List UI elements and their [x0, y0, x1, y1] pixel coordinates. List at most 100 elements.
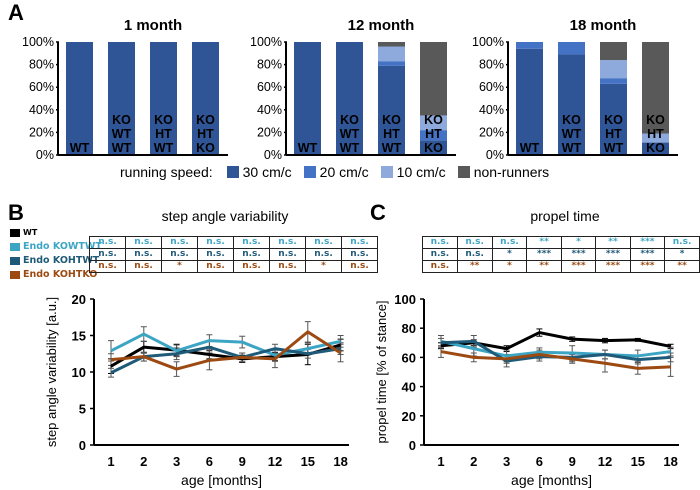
y-tick-label: 0%	[36, 148, 54, 162]
significance-cell: n.s.	[233, 236, 270, 249]
significance-cell: n.s.	[305, 236, 342, 249]
legend-label: running speed:	[120, 164, 213, 180]
y-tick-label: 100%	[250, 35, 282, 49]
y-tick-label: 40	[402, 380, 416, 395]
x-tick-label: 9	[239, 454, 246, 469]
group-key-label: Endo KOHTWT	[23, 255, 100, 266]
series-line-WT	[110, 343, 342, 368]
bar-segment-speed30	[108, 42, 135, 155]
bar-segment-speed10	[378, 46, 405, 62]
x-tick-label: 3	[173, 454, 180, 469]
bar-category-label: HT	[155, 127, 172, 141]
significance-table-b: n.s. n.s. n.s. n.s. n.s. n.s. n.s. n.s. n.s. n.s.…	[89, 236, 378, 273]
y-tick-label: 100%	[472, 35, 504, 49]
bar-category-label: KO	[646, 113, 665, 127]
x-axis-label: age [months]	[511, 472, 592, 488]
bar-category-label: KO	[112, 113, 131, 127]
group-key-label: WT	[23, 228, 38, 237]
significance-cell: n.s.	[456, 236, 493, 249]
x-tick-label: 18	[663, 454, 677, 469]
group-key-swatch	[10, 257, 20, 265]
x-tick-label: 9	[569, 454, 576, 469]
bar-chart-title: 18 month	[570, 17, 637, 34]
bar-segment-speed30	[420, 140, 447, 155]
significance-cell: **	[595, 236, 631, 249]
bar-segment-speed30	[378, 65, 405, 155]
y-tick-label: 80%	[29, 58, 54, 72]
series-line-KOHTWT	[110, 345, 341, 375]
bar-segment-nonrunners	[378, 42, 405, 47]
bar-chart-title: 12 month	[348, 17, 415, 34]
series-line-KOWTWT	[440, 339, 671, 358]
y-tick-label: 60%	[29, 80, 54, 94]
y-tick-label: 100%	[22, 35, 54, 49]
significance-cell: n.s.	[269, 236, 306, 249]
group-key-label: Endo KOWTWT	[23, 241, 102, 252]
bar-segment-nonrunners	[420, 42, 447, 116]
bar-category-label: HT	[647, 127, 664, 141]
bar-category-label: KO	[196, 141, 215, 155]
bar-segment-speed20	[378, 61, 405, 66]
bar-category-label: KO	[154, 113, 173, 127]
group-key-swatch	[10, 271, 20, 279]
significance-cell: *	[664, 248, 700, 261]
significance-cell: ***	[560, 248, 597, 261]
bar-segment-speed30	[336, 42, 363, 155]
significance-table-c: n.s. n.s. n.s. ** * ** *** n.s. n.s. n.s. * *** *** *…	[422, 236, 700, 273]
y-tick-label: 20	[72, 292, 86, 307]
bar-segment-speed20	[516, 42, 543, 49]
bar-category-label: WT	[562, 141, 582, 155]
y-axis-label: step angle variability [a.u.]	[44, 297, 59, 447]
group-key-label: Endo KOHTKO	[23, 269, 98, 280]
significance-cell: n.s.	[422, 236, 458, 249]
y-tick-label: 40%	[479, 103, 504, 117]
significance-cell: n.s.	[89, 236, 126, 249]
x-tick-label: 15	[301, 454, 315, 469]
significance-cell: **	[456, 260, 493, 273]
legend-item-label: non-runners	[473, 164, 550, 180]
bar-category-label: KO	[604, 113, 623, 127]
significance-cell: n.s.	[89, 260, 126, 273]
bar-segment-speed30	[294, 42, 321, 155]
legend-swatch-speed30	[226, 166, 239, 178]
significance-cell: *	[560, 236, 597, 249]
bar-category-label: KO	[424, 141, 443, 155]
legend-swatch-speed20	[303, 166, 316, 178]
significance-cell: n.s.	[197, 260, 234, 273]
bar-category-label: WT	[154, 141, 174, 155]
legend-swatch-nonrunners	[457, 166, 470, 178]
significance-cell: ***	[629, 236, 666, 249]
significance-cell: n.s.	[197, 236, 234, 249]
x-tick-label: 6	[206, 454, 213, 469]
bar-category-label: KO	[340, 113, 359, 127]
significance-cell: n.s.	[422, 260, 458, 273]
bar-category-label: WT	[340, 127, 360, 141]
y-tick-label: 100	[394, 292, 416, 307]
significance-cell: n.s.	[269, 248, 306, 261]
bar-category-label: KO	[382, 113, 401, 127]
significance-cell: ***	[595, 248, 631, 261]
significance-cell: ***	[629, 248, 666, 261]
bar-category-label: WT	[562, 127, 582, 141]
bar-category-label: WT	[340, 141, 360, 155]
significance-cell: n.s.	[125, 236, 162, 249]
significance-cell: n.s.	[341, 248, 378, 261]
group-key-swatch	[10, 243, 20, 251]
significance-cell: n.s.	[197, 248, 234, 261]
significance-cell: n.s.	[456, 248, 493, 261]
bar-segment-speed10	[600, 60, 627, 79]
significance-cell: ***	[595, 260, 631, 273]
bar-segment-nonrunners	[600, 42, 627, 61]
y-tick-label: 80%	[479, 58, 504, 72]
significance-row-KOHTWT: n.s. n.s. n.s. n.s. n.s. n.s. n.s. n.s.	[89, 248, 378, 261]
y-tick-label: 80%	[257, 58, 282, 72]
group-key-item: Endo KOHTKO	[10, 268, 102, 282]
significance-cell: n.s.	[341, 260, 378, 273]
significance-cell: n.s.	[161, 236, 198, 249]
y-tick-label: 60	[402, 350, 416, 365]
running-speed-legend: running speed: 30 cm/c 20 cm/c 10 cm/c non-…	[120, 164, 549, 180]
y-tick-label: 20%	[479, 125, 504, 139]
bar-category-label: HT	[197, 127, 214, 141]
significance-cell: n.s.	[664, 236, 700, 249]
significance-cell: **	[526, 236, 562, 249]
